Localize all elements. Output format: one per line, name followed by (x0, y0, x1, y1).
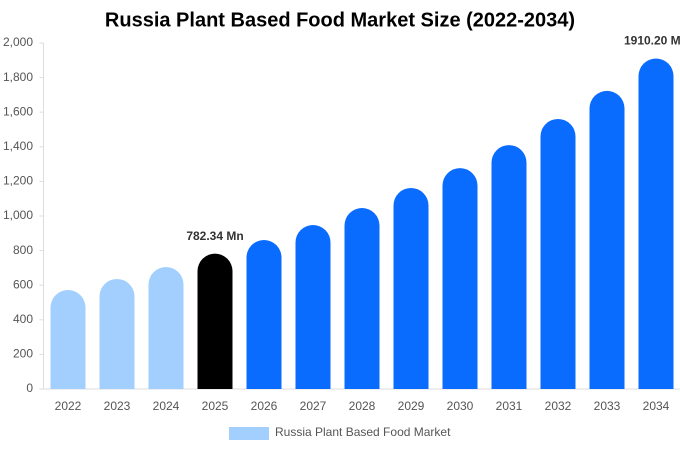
y-tick-label: 1,200 (3, 174, 33, 188)
bar (540, 118, 576, 389)
bar (295, 224, 331, 389)
x-tick-label: 2025 (202, 399, 229, 413)
x-tick-label: 2033 (594, 399, 621, 413)
x-tick-label: 2022 (55, 399, 82, 413)
x-tick-label: 2034 (643, 399, 670, 413)
y-tick-label: 1,800 (3, 70, 33, 84)
bar (638, 58, 674, 389)
bar (197, 253, 233, 389)
bar (442, 168, 478, 389)
x-tick-label: 2024 (153, 399, 180, 413)
bar (344, 208, 380, 389)
bar (148, 267, 184, 389)
x-tick-label: 2023 (104, 399, 131, 413)
bar (99, 278, 135, 389)
bar (246, 240, 282, 389)
y-tick-label: 400 (13, 312, 33, 326)
y-tick-label: 1,600 (3, 104, 33, 118)
x-tick-label: 2027 (300, 399, 327, 413)
data-label: 1910.20 Mn (624, 34, 680, 48)
bar (393, 187, 429, 389)
x-tick-label: 2026 (251, 399, 278, 413)
y-tick-label: 1,000 (3, 208, 33, 222)
y-tick-label: 200 (13, 347, 33, 361)
legend-swatch (229, 427, 269, 440)
y-tick-label: 600 (13, 277, 33, 291)
bar (589, 90, 625, 390)
y-tick-label: 1,400 (3, 139, 33, 153)
x-tick-label: 2029 (398, 399, 425, 413)
x-tick-label: 2030 (447, 399, 474, 413)
y-tick-label: 800 (13, 243, 33, 257)
data-label: 782.34 Mn (186, 229, 243, 243)
x-tick-label: 2032 (545, 399, 572, 413)
y-tick-label: 2,000 (3, 35, 33, 49)
chart-title: Russia Plant Based Food Market Size (202… (105, 9, 575, 31)
x-tick-label: 2028 (349, 399, 376, 413)
bar (491, 145, 527, 389)
y-tick-label: 0 (26, 381, 33, 395)
bar (50, 290, 86, 389)
x-tick-label: 2031 (496, 399, 523, 413)
legend-label: Russia Plant Based Food Market (275, 425, 451, 439)
